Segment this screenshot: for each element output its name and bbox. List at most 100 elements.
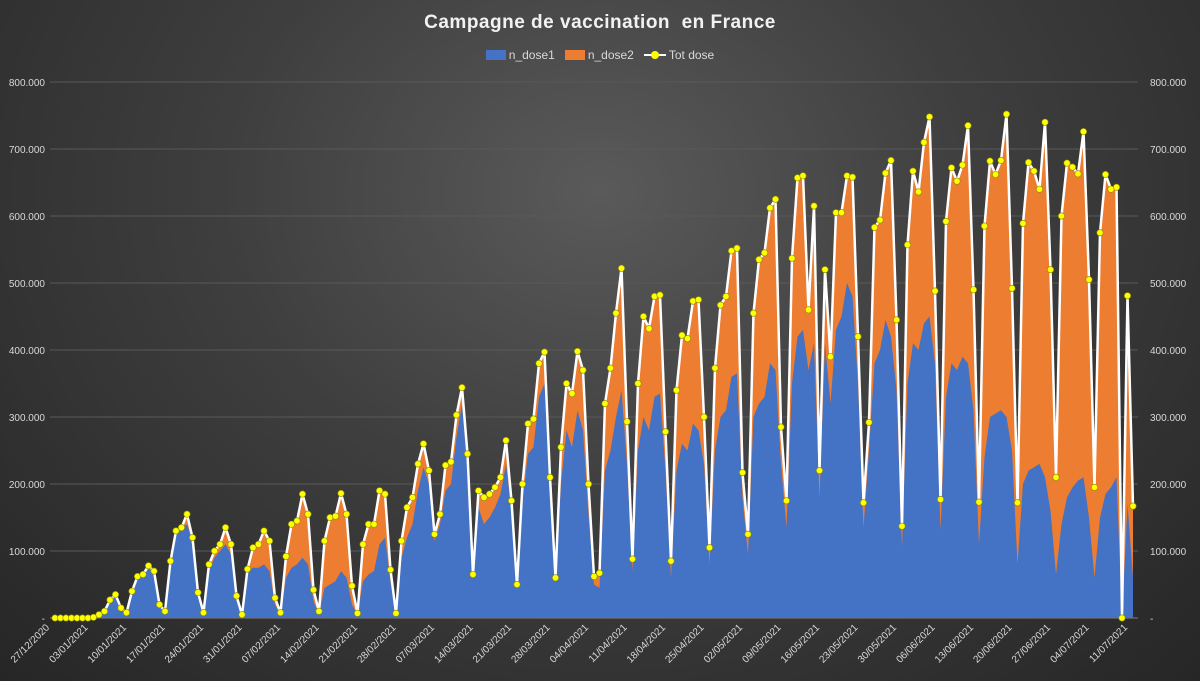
tot-dose-point[interactable] xyxy=(810,202,818,210)
tot-dose-point[interactable] xyxy=(1019,219,1027,227)
tot-dose-point[interactable] xyxy=(645,325,653,333)
tot-dose-point[interactable] xyxy=(590,572,598,580)
tot-dose-point[interactable] xyxy=(1002,110,1010,118)
tot-dose-point[interactable] xyxy=(738,469,746,477)
tot-dose-point[interactable] xyxy=(584,480,592,488)
tot-dose-point[interactable] xyxy=(1008,284,1016,292)
tot-dose-point[interactable] xyxy=(694,296,702,304)
tot-dose-point[interactable] xyxy=(1063,159,1071,167)
tot-dose-point[interactable] xyxy=(964,122,972,130)
tot-dose-point[interactable] xyxy=(606,364,614,372)
tot-dose-point[interactable] xyxy=(601,400,609,408)
tot-dose-point[interactable] xyxy=(1036,185,1044,193)
legend-item-dose1[interactable]: n_dose1 xyxy=(485,48,555,62)
tot-dose-point[interactable] xyxy=(903,241,911,249)
tot-dose-point[interactable] xyxy=(744,530,752,538)
tot-dose-point[interactable] xyxy=(821,266,829,274)
tot-dose-point[interactable] xyxy=(370,520,378,528)
tot-dose-point[interactable] xyxy=(1047,266,1055,274)
tot-dose-point[interactable] xyxy=(353,609,361,617)
tot-dose-point[interactable] xyxy=(678,331,686,339)
tot-dose-point[interactable] xyxy=(211,547,219,555)
tot-dose-point[interactable] xyxy=(546,473,554,481)
tot-dose-point[interactable] xyxy=(397,537,405,545)
tot-dose-point[interactable] xyxy=(205,560,213,568)
tot-dose-point[interactable] xyxy=(579,366,587,374)
tot-dose-point[interactable] xyxy=(804,306,812,314)
tot-dose-point[interactable] xyxy=(436,510,444,518)
tot-dose-point[interactable] xyxy=(876,216,884,224)
tot-dose-point[interactable] xyxy=(859,499,867,507)
tot-dose-point[interactable] xyxy=(1113,183,1121,191)
tot-dose-point[interactable] xyxy=(914,188,922,196)
tot-dose-point[interactable] xyxy=(233,592,241,600)
tot-dose-point[interactable] xyxy=(958,161,966,169)
tot-dose-point[interactable] xyxy=(628,555,636,563)
tot-dose-point[interactable] xyxy=(936,495,944,503)
tot-dose-point[interactable] xyxy=(755,256,763,264)
tot-dose-point[interactable] xyxy=(128,587,136,595)
tot-dose-point[interactable] xyxy=(227,540,235,548)
tot-dose-point[interactable] xyxy=(172,527,180,535)
tot-dose-point[interactable] xyxy=(826,353,834,361)
tot-dose-point[interactable] xyxy=(282,552,290,560)
tot-dose-point[interactable] xyxy=(375,487,383,495)
tot-dose-point[interactable] xyxy=(430,530,438,538)
tot-dose-point[interactable] xyxy=(474,487,482,495)
tot-dose-point[interactable] xyxy=(90,613,98,621)
tot-dose-point[interactable] xyxy=(782,497,790,505)
tot-dose-point[interactable] xyxy=(331,512,339,520)
tot-dose-point[interactable] xyxy=(485,490,493,498)
tot-dose-point[interactable] xyxy=(441,461,449,469)
tot-dose-point[interactable] xyxy=(222,524,230,532)
tot-dose-point[interactable] xyxy=(337,489,345,497)
tot-dose-point[interactable] xyxy=(881,169,889,177)
tot-dose-point[interactable] xyxy=(942,217,950,225)
tot-dose-point[interactable] xyxy=(1118,614,1126,622)
tot-dose-point[interactable] xyxy=(320,537,328,545)
tot-dose-point[interactable] xyxy=(112,591,120,599)
tot-dose-point[interactable] xyxy=(634,379,642,387)
tot-dose-point[interactable] xyxy=(760,249,768,257)
tot-dose-point[interactable] xyxy=(815,467,823,475)
tot-dose-point[interactable] xyxy=(156,601,164,609)
tot-dose-point[interactable] xyxy=(749,309,757,317)
tot-dose-point[interactable] xyxy=(557,443,565,451)
tot-dose-point[interactable] xyxy=(683,335,691,343)
tot-dose-point[interactable] xyxy=(672,386,680,394)
tot-dose-point[interactable] xyxy=(771,195,779,203)
tot-dose-point[interactable] xyxy=(562,379,570,387)
tot-dose-point[interactable] xyxy=(255,540,263,548)
legend-item-dose2[interactable]: n_dose2 xyxy=(564,48,634,62)
tot-dose-point[interactable] xyxy=(865,418,873,426)
tot-dose-point[interactable] xyxy=(469,570,477,578)
tot-dose-point[interactable] xyxy=(524,420,532,428)
tot-dose-point[interactable] xyxy=(518,480,526,488)
tot-dose-point[interactable] xyxy=(161,607,169,615)
tot-dose-point[interactable] xyxy=(529,415,537,423)
tot-dose-point[interactable] xyxy=(271,594,279,602)
tot-dose-point[interactable] xyxy=(722,292,730,300)
tot-dose-point[interactable] xyxy=(1096,229,1104,237)
tot-dose-point[interactable] xyxy=(216,540,224,548)
tot-dose-point[interactable] xyxy=(287,520,295,528)
tot-dose-point[interactable] xyxy=(535,359,543,367)
tot-dose-point[interactable] xyxy=(139,570,147,578)
tot-dose-point[interactable] xyxy=(408,493,416,501)
tot-dose-point[interactable] xyxy=(733,244,741,252)
legend-item-tot-dose[interactable]: Tot dose xyxy=(643,48,714,62)
tot-dose-point[interactable] xyxy=(837,209,845,217)
tot-dose-point[interactable] xyxy=(1013,499,1021,507)
tot-dose-point[interactable] xyxy=(502,436,510,444)
tot-dose-point[interactable] xyxy=(194,589,202,597)
tot-dose-point[interactable] xyxy=(309,586,317,594)
tot-dose-point[interactable] xyxy=(265,537,273,545)
tot-dose-point[interactable] xyxy=(931,287,939,295)
tot-dose-point[interactable] xyxy=(101,607,109,615)
tot-dose-point[interactable] xyxy=(1030,167,1038,175)
tot-dose-point[interactable] xyxy=(491,483,499,491)
tot-dose-point[interactable] xyxy=(623,418,631,426)
tot-dose-point[interactable] xyxy=(612,309,620,317)
tot-dose-point[interactable] xyxy=(870,223,878,231)
tot-dose-point[interactable] xyxy=(540,348,548,356)
